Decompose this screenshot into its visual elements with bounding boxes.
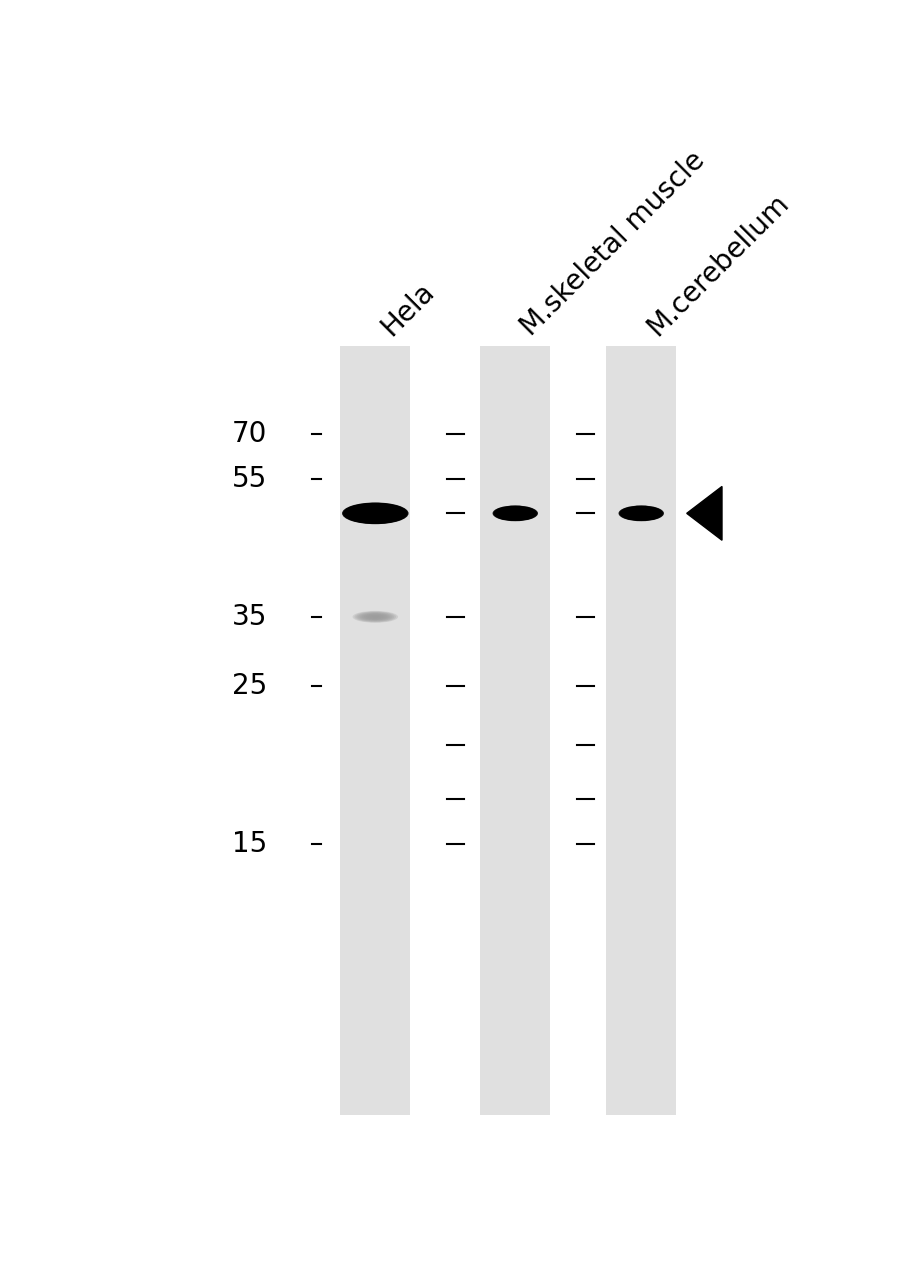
Ellipse shape xyxy=(357,508,392,518)
Ellipse shape xyxy=(630,509,652,517)
Polygon shape xyxy=(686,486,722,540)
Ellipse shape xyxy=(631,511,650,517)
Ellipse shape xyxy=(630,509,650,517)
Ellipse shape xyxy=(623,507,658,520)
Ellipse shape xyxy=(352,506,398,521)
Ellipse shape xyxy=(505,509,525,517)
Ellipse shape xyxy=(626,508,655,518)
Ellipse shape xyxy=(498,508,531,518)
Text: 15: 15 xyxy=(231,829,267,858)
Ellipse shape xyxy=(358,508,391,518)
Ellipse shape xyxy=(624,508,657,518)
Ellipse shape xyxy=(620,506,661,521)
Ellipse shape xyxy=(625,508,656,518)
Ellipse shape xyxy=(492,506,537,521)
Ellipse shape xyxy=(348,504,401,522)
Ellipse shape xyxy=(354,507,395,520)
Ellipse shape xyxy=(359,508,391,518)
Ellipse shape xyxy=(618,506,663,521)
Ellipse shape xyxy=(502,508,528,518)
Text: M.skeletal muscle: M.skeletal muscle xyxy=(515,146,710,340)
Ellipse shape xyxy=(493,506,536,521)
Ellipse shape xyxy=(351,506,399,521)
Ellipse shape xyxy=(496,507,533,520)
Ellipse shape xyxy=(499,508,530,518)
Ellipse shape xyxy=(497,507,532,520)
Ellipse shape xyxy=(352,611,398,623)
Ellipse shape xyxy=(504,509,525,517)
Ellipse shape xyxy=(629,509,652,517)
Ellipse shape xyxy=(627,508,654,518)
Bar xyxy=(605,346,676,1115)
Text: Hela: Hela xyxy=(375,276,439,340)
Ellipse shape xyxy=(349,504,400,522)
Ellipse shape xyxy=(355,507,394,520)
Ellipse shape xyxy=(628,508,654,518)
Ellipse shape xyxy=(354,507,396,520)
Ellipse shape xyxy=(345,503,405,524)
Ellipse shape xyxy=(350,506,400,521)
Ellipse shape xyxy=(621,507,660,521)
Ellipse shape xyxy=(346,504,403,522)
Ellipse shape xyxy=(356,612,394,622)
Ellipse shape xyxy=(619,506,663,521)
Ellipse shape xyxy=(496,507,534,520)
Ellipse shape xyxy=(361,509,389,518)
Ellipse shape xyxy=(495,507,534,520)
Ellipse shape xyxy=(621,507,660,520)
Ellipse shape xyxy=(492,506,538,521)
Ellipse shape xyxy=(494,507,535,521)
Ellipse shape xyxy=(622,507,658,520)
Ellipse shape xyxy=(342,503,408,525)
Ellipse shape xyxy=(501,508,529,518)
Ellipse shape xyxy=(358,612,392,621)
Text: 35: 35 xyxy=(231,603,267,631)
Ellipse shape xyxy=(343,503,407,524)
Ellipse shape xyxy=(354,612,396,622)
Ellipse shape xyxy=(621,507,659,520)
Ellipse shape xyxy=(498,507,531,520)
Text: M.cerebellum: M.cerebellum xyxy=(640,188,793,340)
Ellipse shape xyxy=(505,511,524,517)
Ellipse shape xyxy=(345,504,404,524)
Ellipse shape xyxy=(502,509,527,517)
Ellipse shape xyxy=(360,508,390,518)
Bar xyxy=(480,346,549,1115)
Ellipse shape xyxy=(625,508,657,518)
Text: 70: 70 xyxy=(231,421,267,448)
Text: 25: 25 xyxy=(231,672,267,700)
Ellipse shape xyxy=(628,509,653,517)
Ellipse shape xyxy=(500,508,529,518)
Ellipse shape xyxy=(501,508,529,518)
Text: 55: 55 xyxy=(231,465,267,493)
Ellipse shape xyxy=(630,509,651,517)
Ellipse shape xyxy=(347,504,402,522)
Bar xyxy=(340,346,410,1115)
Ellipse shape xyxy=(623,507,658,520)
Ellipse shape xyxy=(502,509,528,517)
Ellipse shape xyxy=(360,613,390,621)
Ellipse shape xyxy=(353,506,397,521)
Ellipse shape xyxy=(494,506,536,521)
Ellipse shape xyxy=(356,507,393,520)
Ellipse shape xyxy=(503,509,526,517)
Ellipse shape xyxy=(619,506,662,521)
Ellipse shape xyxy=(344,503,406,524)
